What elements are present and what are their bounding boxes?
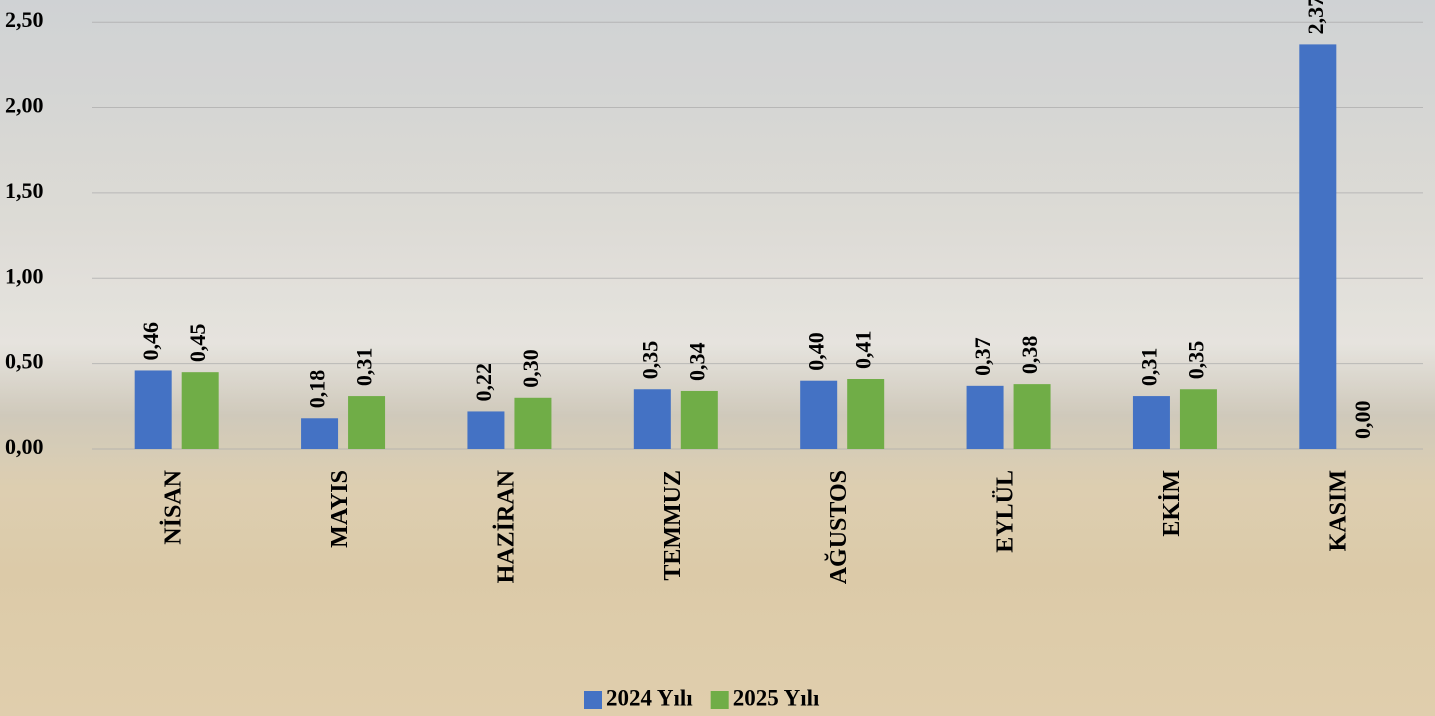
value-label: 0,41 bbox=[851, 331, 876, 370]
x-tick-label: TEMMUZ bbox=[660, 470, 686, 581]
bar bbox=[1013, 384, 1051, 449]
bar bbox=[467, 411, 505, 449]
bar bbox=[680, 390, 718, 449]
value-label: 0,35 bbox=[1183, 341, 1208, 380]
value-label: 0,37 bbox=[970, 337, 995, 376]
value-label: 0,31 bbox=[352, 348, 377, 387]
x-tick-label: NİSAN bbox=[161, 469, 187, 544]
x-tick-label: HAZİRAN bbox=[493, 469, 519, 583]
value-label: 0,45 bbox=[185, 324, 210, 363]
value-label: 0,35 bbox=[637, 341, 662, 380]
value-label: 0,18 bbox=[305, 370, 330, 409]
bar bbox=[966, 385, 1004, 449]
value-label: 0,38 bbox=[1017, 336, 1042, 375]
legend-label: 2025 Yılı bbox=[733, 685, 820, 710]
bar bbox=[800, 380, 838, 449]
x-tick-label: EKİM bbox=[1159, 470, 1185, 537]
x-tick-label: MAYIS bbox=[327, 470, 353, 548]
bar bbox=[134, 370, 172, 449]
legend-label: 2024 Yılı bbox=[606, 685, 693, 710]
bar bbox=[1299, 44, 1337, 450]
value-label: 0,34 bbox=[684, 342, 709, 381]
value-label: 0,00 bbox=[1350, 401, 1375, 440]
legend-swatch bbox=[584, 691, 602, 709]
bar bbox=[847, 379, 885, 449]
y-tick-label: 0,50 bbox=[5, 349, 44, 374]
value-label: 0,30 bbox=[518, 349, 543, 388]
x-tick-label: AĞUSTOS bbox=[825, 470, 852, 584]
y-tick-label: 0,00 bbox=[5, 434, 44, 459]
x-tick-label: KASIM bbox=[1325, 470, 1351, 551]
y-tick-label: 2,50 bbox=[5, 7, 44, 32]
bar bbox=[348, 396, 386, 449]
y-tick-label: 1,50 bbox=[5, 178, 44, 203]
bar bbox=[301, 418, 339, 449]
value-label: 0,46 bbox=[138, 322, 163, 361]
x-tick-label: EYLÜL bbox=[993, 470, 1019, 553]
bar bbox=[1179, 389, 1217, 449]
y-tick-label: 2,00 bbox=[5, 93, 44, 118]
bar bbox=[633, 389, 671, 449]
value-label: 2,37 bbox=[1303, 0, 1328, 34]
legend-swatch bbox=[710, 691, 729, 709]
bar bbox=[1132, 396, 1170, 449]
value-label: 0,40 bbox=[804, 332, 829, 371]
bar bbox=[514, 397, 552, 449]
value-label: 0,31 bbox=[1136, 348, 1161, 387]
bar bbox=[181, 372, 219, 449]
value-label: 0,22 bbox=[471, 363, 496, 402]
y-tick-label: 1,00 bbox=[5, 263, 44, 288]
